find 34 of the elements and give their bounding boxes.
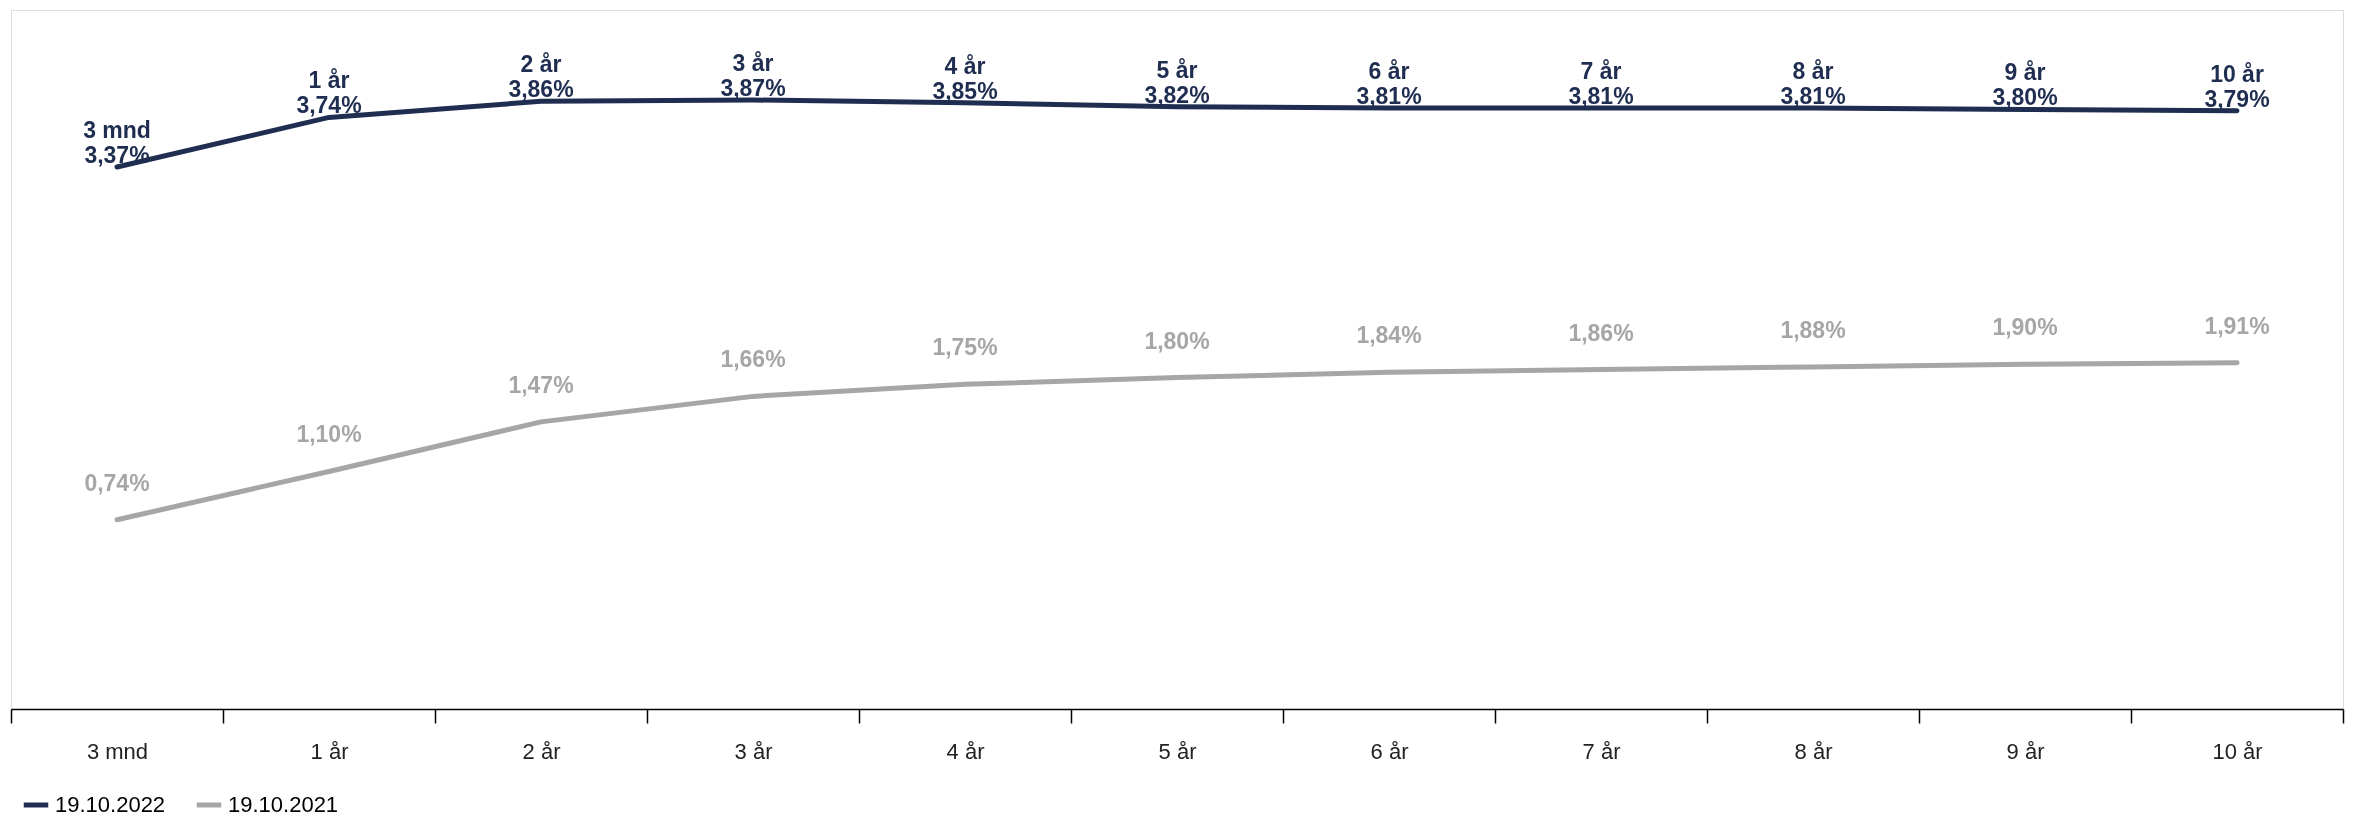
data-label: 10 år 3,79%: [2204, 60, 2270, 112]
x-tick-label: 7 år: [1582, 738, 1621, 764]
x-tick-label: 5 år: [1158, 738, 1197, 764]
data-label: 1,80%: [1144, 327, 1210, 354]
data-label: 1,66%: [720, 346, 786, 373]
data-label: 1,86%: [1568, 319, 1634, 346]
data-label: 5 år 3,82%: [1144, 56, 1210, 108]
x-tick-label: 2 år: [522, 738, 561, 764]
data-label: 6 år 3,81%: [1356, 58, 1422, 110]
x-tick-label: 10 år: [2212, 738, 2263, 764]
data-label: 1,84%: [1356, 322, 1422, 349]
x-tick-label: 3 år: [734, 738, 773, 764]
x-tick-label: 3 mnd: [86, 738, 149, 764]
data-label: 9 år 3,80%: [1992, 59, 2058, 111]
x-tick-label: 9 år: [2006, 738, 2045, 764]
data-label: 3 år 3,87%: [720, 50, 786, 101]
legend-label: 19.10.2021: [228, 792, 339, 817]
x-tick-label: 1 år: [310, 738, 349, 764]
data-label: 4 år 3,85%: [932, 52, 998, 104]
data-label: 1,88%: [1780, 316, 1846, 343]
x-tick-label: 6 år: [1370, 738, 1409, 764]
data-label: 7 år 3,81%: [1568, 58, 1634, 110]
data-label: 1,91%: [2204, 312, 2270, 339]
data-label: 1,75%: [932, 334, 998, 361]
data-label: 1 år 3,74%: [296, 67, 362, 119]
data-label: 1,47%: [508, 371, 574, 398]
data-label: 0,74%: [84, 469, 150, 496]
data-label: 1,90%: [1992, 314, 2058, 341]
data-label: 2 år 3,86%: [508, 51, 574, 103]
data-label: 8 år 3,81%: [1780, 58, 1846, 110]
data-label: 1,10%: [296, 421, 362, 448]
x-tick-label: 4 år: [946, 738, 985, 764]
legend-label: 19.10.2022: [55, 792, 166, 817]
x-tick-label: 8 år: [1794, 738, 1833, 764]
